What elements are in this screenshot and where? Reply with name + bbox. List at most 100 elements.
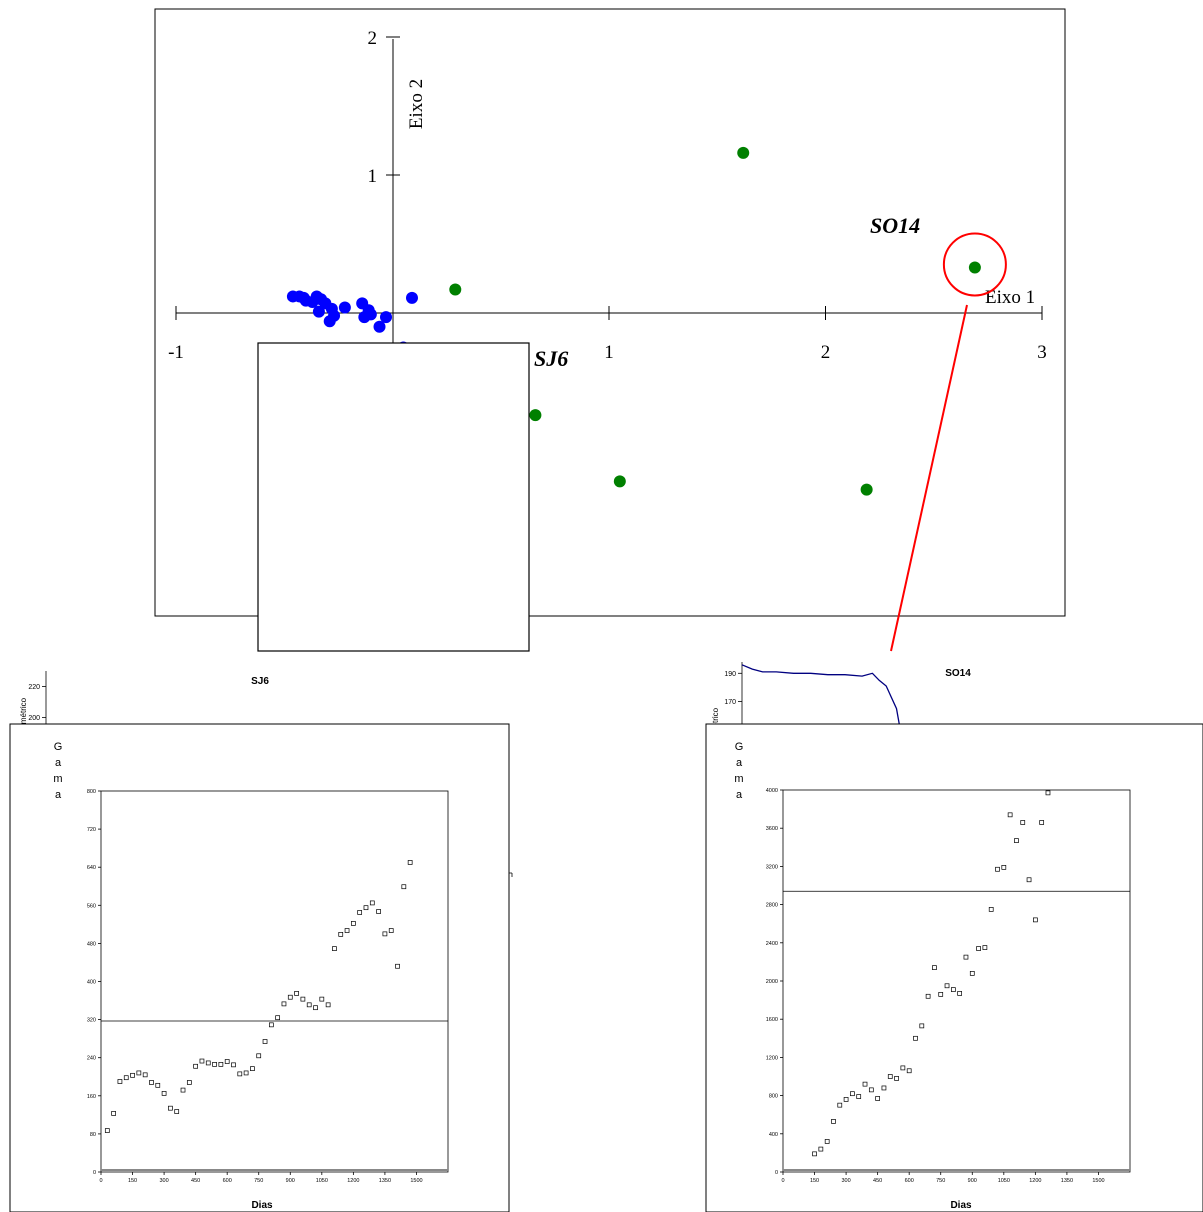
sj6-gamma-y-tick-label: 720 [87,827,96,833]
sj6-gamma-point [357,910,363,915]
sj6-gamma-point [369,900,375,906]
sj6-gamma-y-tick-label: 240 [87,1056,96,1062]
so14-gamma-y-tick-label: 3200 [766,864,778,870]
sj6-gamma-point [407,860,413,865]
sj6-gamma-x-tick-label: 1500 [410,1178,422,1184]
ordination-point-green [449,283,462,296]
so14-gamma-point [950,987,956,992]
sj6-gamma-point [161,1091,167,1096]
sj6-gamma-x-tick-label: 1350 [379,1178,391,1184]
so14-gamma-point [831,1119,836,1124]
so14-gamma-y-tick-label: 4000 [766,788,778,794]
so14-gamma-frame [705,723,1203,1212]
sj6-gamma-y-tick-label: 640 [87,865,96,871]
sj6-gamma-point [193,1063,198,1069]
sj6-gamma-x-tick-label: 150 [128,1178,137,1184]
so14-gamma-point [1001,865,1007,870]
sj6-annotation: SJ6 [534,346,568,371]
sj6-gamma-x-tick-label: 600 [223,1178,232,1184]
sj6-gamma-point [237,1071,243,1077]
sj6-gamma-y-tick-label: 160 [87,1094,96,1100]
sj6-gamma-point [186,1080,192,1085]
sj6-gamma-point [104,1128,110,1133]
so14-annotation: SO14 [870,213,920,238]
sj6-gamma-point [376,909,381,914]
so14-gamma-point [837,1102,843,1108]
so14-gamma-point [894,1076,899,1081]
sj6-gamma-point [344,928,350,933]
sj6-inset-box [257,342,530,652]
sj6-gamma-point [231,1062,236,1068]
so14-gamma-x-tick-label: 1500 [1092,1178,1104,1184]
so14-gamma-point [812,1151,817,1157]
ordination-point-green [613,475,626,488]
sj6-gamma-point [268,1022,274,1028]
sj6-gamma-point [199,1058,205,1064]
sj6-gamma-point [294,991,299,996]
so14-gamma-point [944,983,950,989]
sj6-gamma-y-label-letter: a [55,757,62,769]
so14-gamma-point [982,945,988,950]
ordination-point-green [968,261,981,274]
so14-highlight-circle [942,232,1007,297]
sj6-gamma-point [319,996,325,1002]
so14-gamma-point [1039,820,1045,825]
so14-gamma-y-tick-label: 2400 [766,941,778,947]
so14-gamma-x-tick-label: 750 [936,1178,945,1184]
ordination-point-blue [405,291,418,304]
sj6-gamma-x-tick-label: 1200 [347,1178,359,1184]
so14-gamma-x-tick-label: 1350 [1061,1178,1073,1184]
sj6-gamma-y-tick-label: 400 [87,980,96,986]
sj6-gamma-y-tick-label: 0 [93,1170,96,1176]
axis-2-tick-label: 2 [368,28,378,49]
sj6-gamma-point [224,1059,230,1064]
ordination-point-blue [338,301,351,314]
so14-gamma-point [868,1087,874,1093]
sj6-gamma-point [332,946,337,951]
so14-leader-line [890,304,968,652]
so14-gamma-point [1020,820,1026,825]
sj6-gamma-point [300,996,306,1002]
sj6-gamma-point [401,884,407,890]
sj6-y-tick-label: 220 [28,684,40,691]
sj6-gamma-x-tick-label: 900 [286,1178,295,1184]
sj6-gamma-point [149,1080,154,1085]
so14-gamma-x-tick-label: 0 [781,1178,784,1184]
so14-gamma-y-label-letter: a [736,789,743,801]
so14-gamma-x-tick-label: 450 [873,1178,882,1184]
so14-gamma-y-tick-label: 400 [769,1132,778,1138]
so14-gamma-x-tick-label: 1200 [1029,1178,1041,1184]
axis-2-label: Eixo 2 [406,79,427,129]
so14-gamma-y-tick-label: 2800 [766,903,778,909]
sj6-gamma-point [363,905,369,911]
axis-1-label: Eixo 1 [985,287,1035,308]
so14-y-tick-label: 190 [724,671,736,678]
sj6-gamma-y-tick-label: 80 [90,1132,96,1138]
sj6-gamma-y-label-letter: G [54,741,63,753]
so14-gamma-point [995,866,1000,872]
so14-gamma-point [1026,877,1032,883]
so14-gamma-point [862,1081,868,1087]
so14-gamma-point [963,954,969,960]
sj6-gamma-point [325,1002,331,1008]
sj6-gamma-x-tick-label: 450 [191,1178,200,1184]
so14-gamma-point [824,1139,830,1144]
sj6-gamma-x-tick-label: 750 [254,1178,263,1184]
ordination-point-blue [323,315,336,328]
sj6-gamma-point [382,931,388,937]
sj6-gamma-point [111,1111,116,1116]
so14-gamma-point [850,1091,855,1097]
so14-gamma-point [906,1068,912,1074]
sj6-gamma-point [136,1070,142,1076]
sj6-gamma-point [174,1109,180,1114]
so14-gamma-point [1033,917,1038,923]
sj6-gamma-point [117,1079,123,1084]
axis-1-tick-label: 1 [604,342,614,363]
so14-gamma-y-tick-label: 800 [769,1094,778,1100]
axis-2-tick-label: 1 [368,166,378,187]
sj6-gamma-point [218,1062,224,1067]
